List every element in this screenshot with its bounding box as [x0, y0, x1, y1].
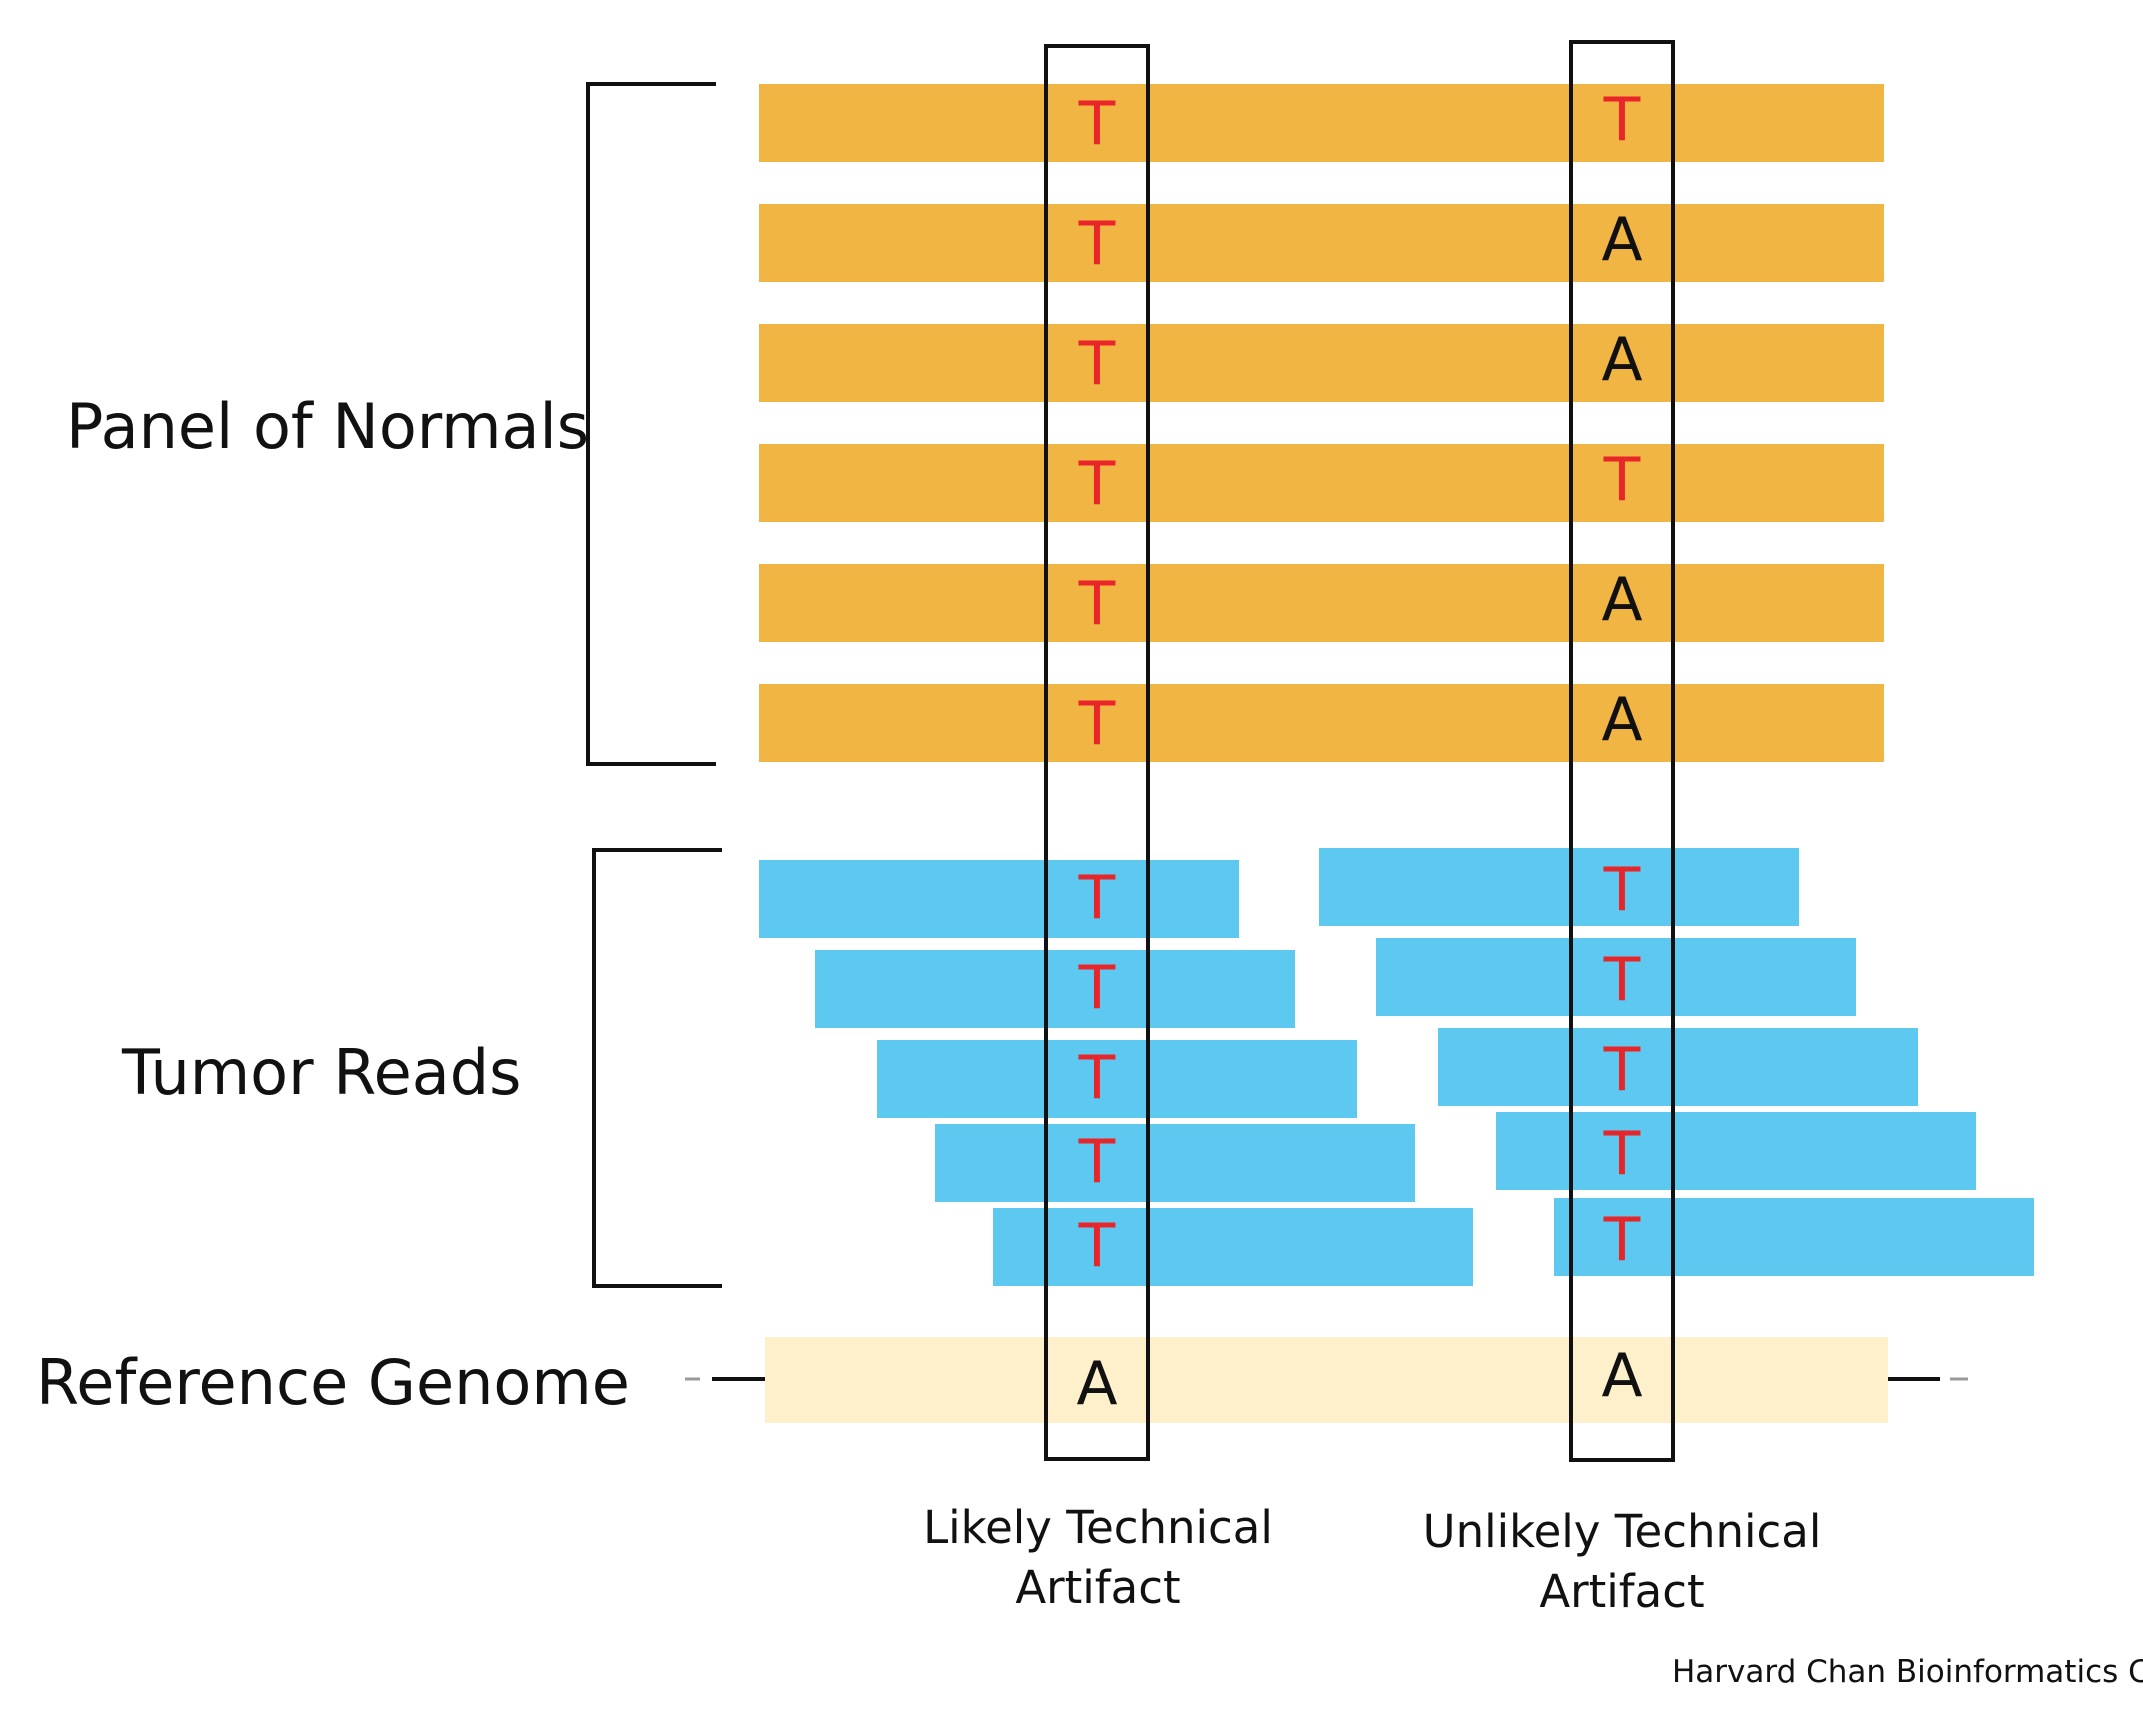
likely-artifact-caption-line1: Likely Technical — [923, 1501, 1273, 1554]
tumor-left-base: T — [1078, 1211, 1116, 1281]
normal-right-base: A — [1601, 205, 1642, 275]
reference-right-base: A — [1601, 1341, 1642, 1411]
tumor-right-base: T — [1603, 1205, 1641, 1275]
tumor-right-base: T — [1603, 1119, 1641, 1189]
tumor-reads-bracket — [592, 848, 722, 1288]
tumor-read-bar — [1496, 1112, 1976, 1190]
normal-left-base: T — [1078, 449, 1116, 519]
unlikely-artifact-column-box — [1569, 40, 1675, 1462]
normal-right-base: T — [1603, 85, 1641, 155]
normal-right-base: A — [1601, 565, 1642, 635]
tumor-read-bar — [1438, 1028, 1918, 1106]
reference-left-base: A — [1076, 1349, 1117, 1419]
tumor-read-bar — [935, 1124, 1415, 1202]
normal-read-bar — [759, 84, 1884, 162]
tumor-read-bar — [1554, 1198, 2034, 1276]
tumor-read-bar — [1319, 848, 1799, 926]
tumor-read-bar — [759, 860, 1239, 938]
normal-read-bar — [759, 204, 1884, 282]
normal-read-bar — [759, 684, 1884, 762]
tumor-reads-label: Tumor Reads — [122, 1036, 522, 1109]
normal-read-bar — [759, 564, 1884, 642]
normal-right-base: A — [1601, 685, 1642, 755]
unlikely-artifact-caption-line1: Unlikely Technical — [1422, 1505, 1822, 1558]
normal-left-base: T — [1078, 89, 1116, 159]
likely-artifact-caption-line2: Artifact — [1015, 1561, 1181, 1614]
normal-left-base: T — [1078, 689, 1116, 759]
tumor-left-base: T — [1078, 953, 1116, 1023]
tumor-left-base: T — [1078, 1127, 1116, 1197]
likely-artifact-caption: Likely Technical Artifact — [898, 1498, 1298, 1618]
normal-left-base: T — [1078, 329, 1116, 399]
normal-read-bar — [759, 444, 1884, 522]
reference-genome-bar — [765, 1337, 1888, 1423]
panel-of-normals-label: Panel of Normals — [66, 390, 590, 463]
panel-of-normals-bracket — [586, 82, 716, 766]
normal-left-base: T — [1078, 569, 1116, 639]
reference-genome-label: Reference Genome — [36, 1346, 630, 1419]
unlikely-artifact-caption-line2: Artifact — [1539, 1565, 1705, 1618]
normal-read-bar — [759, 324, 1884, 402]
tumor-right-base: T — [1603, 945, 1641, 1015]
tumor-left-base: T — [1078, 863, 1116, 933]
likely-artifact-column-box — [1044, 44, 1150, 1461]
credit-text: Harvard Chan Bioinformatics Core — [1672, 1654, 2143, 1690]
tumor-left-base: T — [1078, 1043, 1116, 1113]
normal-right-base: T — [1603, 445, 1641, 515]
tumor-right-base: T — [1603, 1035, 1641, 1105]
normal-right-base: A — [1601, 325, 1642, 395]
tumor-right-base: T — [1603, 855, 1641, 925]
tumor-read-bar — [1376, 938, 1856, 1016]
tumor-read-bar — [993, 1208, 1473, 1286]
tumor-read-bar — [815, 950, 1295, 1028]
normal-left-base: T — [1078, 209, 1116, 279]
unlikely-artifact-caption: Unlikely Technical Artifact — [1402, 1502, 1842, 1622]
tumor-read-bar — [877, 1040, 1357, 1118]
